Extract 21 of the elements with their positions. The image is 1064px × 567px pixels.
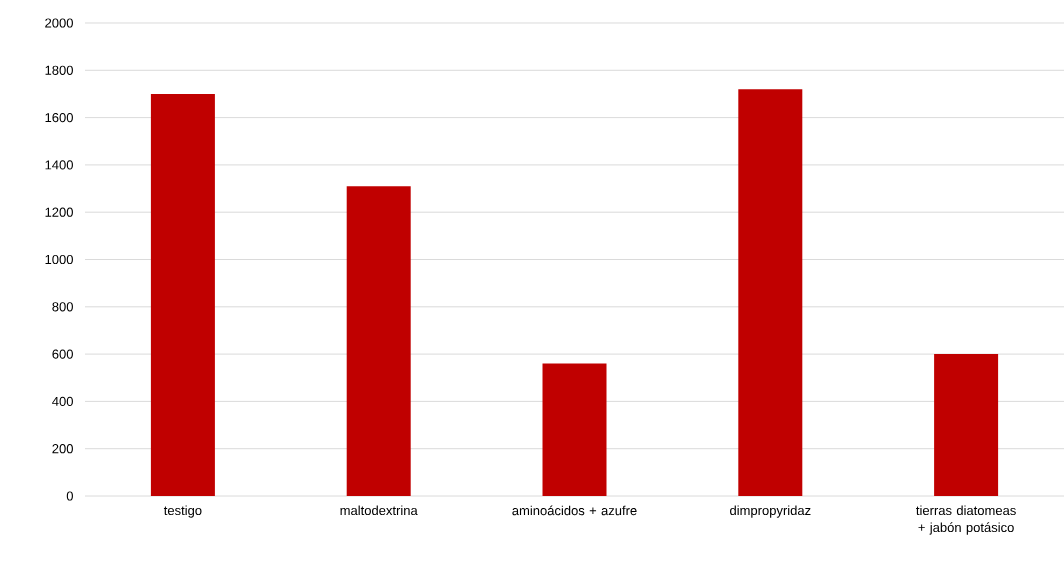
y-tick-label: 200 [52,444,73,454]
x-tick-label: tierras diatomeas + jabón potásico [916,505,1016,535]
x-tick-label: maltodextrina [340,505,418,516]
y-tick-label: 400 [52,396,73,406]
bar [934,354,999,496]
y-tick-label: 800 [52,302,73,312]
y-tick-label: 1600 [45,112,73,123]
bar [542,363,607,496]
y-tick-label: 1000 [45,254,73,265]
bar [346,186,411,496]
bar [150,93,215,496]
x-tick-label: aminoácidos + azufre [512,505,637,516]
x-tick-label: testigo [163,505,202,518]
y-tick-label: 0 [66,491,73,501]
y-tick-label: 1800 [45,65,73,75]
bar [738,89,803,496]
y-tick-label: 600 [52,349,73,359]
y-tick-label: 2000 [45,18,73,28]
y-tick-label: 1400 [45,160,73,170]
x-tick-label: dimpropyridaz [730,505,811,518]
y-tick-label: 1200 [45,207,73,217]
